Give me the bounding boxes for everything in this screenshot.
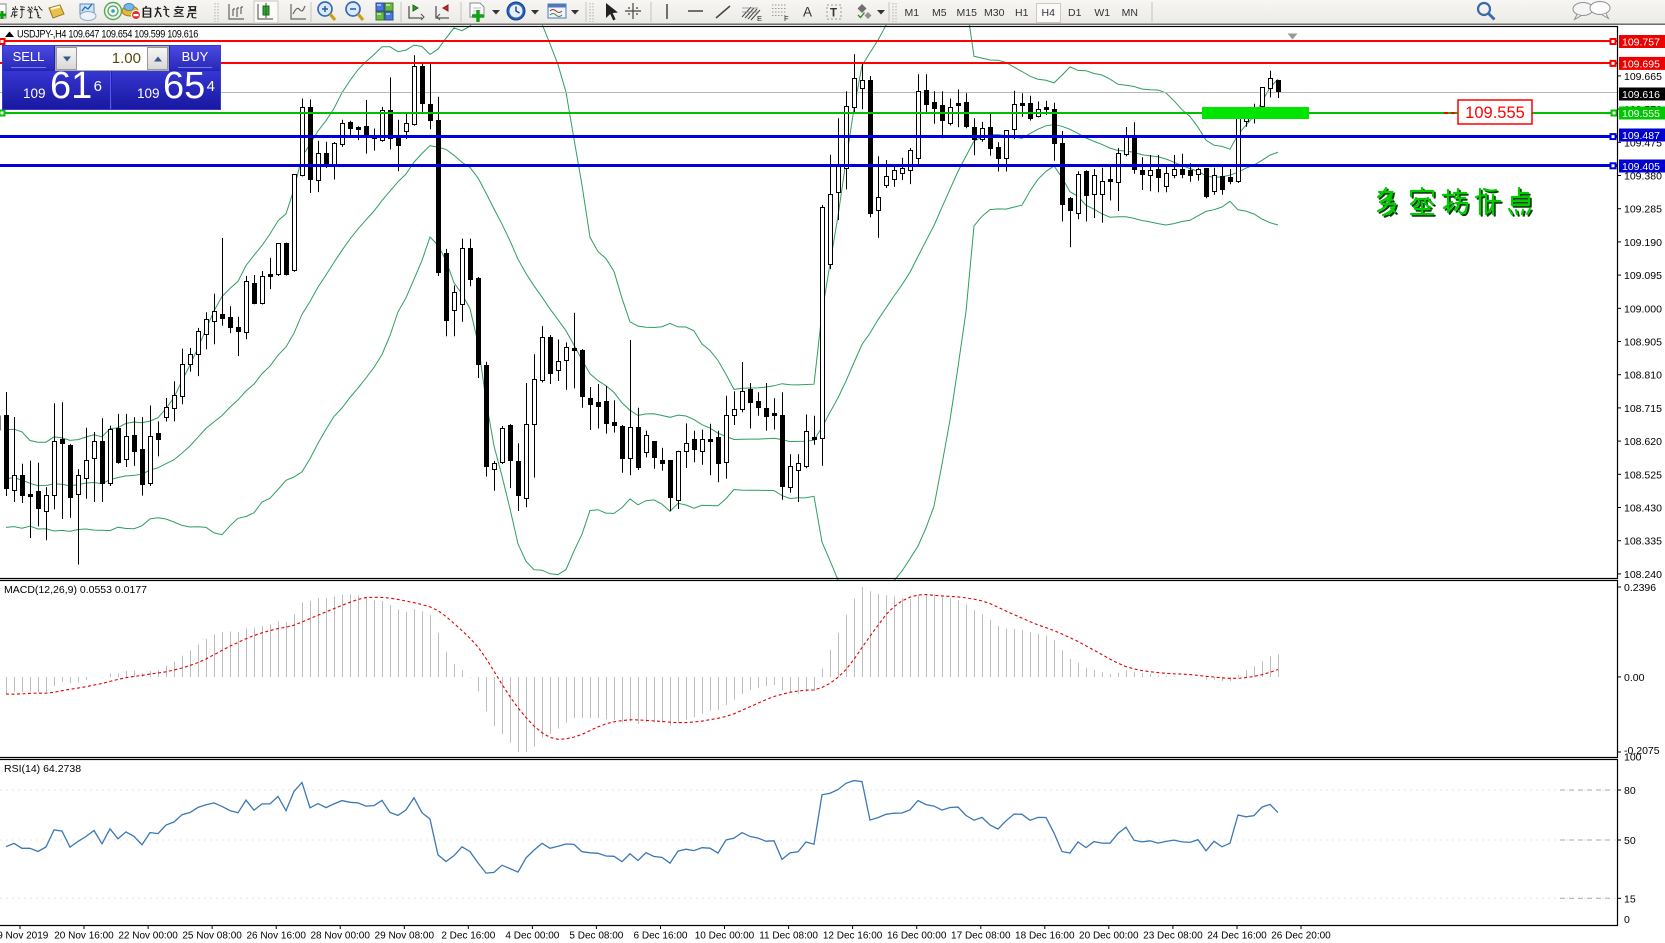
- svg-text:5 Dec 08:00: 5 Dec 08:00: [569, 931, 623, 942]
- svg-text:109.000: 109.000: [1624, 303, 1662, 315]
- svg-text:109.555: 109.555: [1465, 104, 1525, 122]
- svg-text:0: 0: [1624, 914, 1630, 926]
- svg-text:24 Dec 16:00: 24 Dec 16:00: [1207, 931, 1267, 942]
- svg-text:23 Dec 08:00: 23 Dec 08:00: [1143, 931, 1203, 942]
- svg-text:6 Dec 16:00: 6 Dec 16:00: [634, 931, 688, 942]
- svg-text:109.095: 109.095: [1624, 270, 1662, 282]
- svg-text:109.190: 109.190: [1624, 237, 1662, 249]
- svg-text:-0.2075: -0.2075: [1624, 745, 1660, 757]
- svg-text:108.715: 108.715: [1624, 403, 1662, 415]
- svg-text:109.405: 109.405: [1622, 161, 1660, 173]
- svg-text:4 Dec 00:00: 4 Dec 00:00: [505, 931, 559, 942]
- svg-text:18 Dec 16:00: 18 Dec 16:00: [1015, 931, 1075, 942]
- svg-text:26 Nov 16:00: 26 Nov 16:00: [246, 931, 306, 942]
- svg-text:109.487: 109.487: [1622, 130, 1660, 142]
- svg-text:109.555: 109.555: [1622, 108, 1660, 120]
- svg-text:108.810: 108.810: [1624, 370, 1662, 382]
- svg-text:16 Dec 00:00: 16 Dec 00:00: [887, 931, 947, 942]
- svg-text:26 Dec 20:00: 26 Dec 20:00: [1271, 931, 1331, 942]
- svg-text:USDJPY-,H4 109.647 109.654 10: USDJPY-,H4 109.647 109.654 109.599 109.6…: [17, 29, 198, 41]
- svg-text:80: 80: [1624, 785, 1636, 797]
- svg-text:17 Dec 08:00: 17 Dec 08:00: [951, 931, 1011, 942]
- svg-text:108.525: 108.525: [1624, 469, 1662, 481]
- svg-text:108.335: 108.335: [1624, 536, 1662, 548]
- svg-text:E: E: [757, 14, 762, 23]
- svg-text:RSI(14) 64.2738: RSI(14) 64.2738: [4, 763, 81, 775]
- svg-text:11 Dec 08:00: 11 Dec 08:00: [759, 931, 818, 942]
- svg-text:50: 50: [1624, 835, 1636, 847]
- svg-text:0.00: 0.00: [1624, 672, 1645, 684]
- svg-text:109.380: 109.380: [1624, 171, 1662, 183]
- svg-text:109.695: 109.695: [1622, 58, 1660, 70]
- svg-text:2 Dec 16:00: 2 Dec 16:00: [441, 931, 495, 942]
- svg-text:12 Dec 16:00: 12 Dec 16:00: [823, 931, 883, 942]
- svg-text:100: 100: [1624, 752, 1642, 764]
- svg-text:109.665: 109.665: [1624, 71, 1662, 83]
- svg-text:25 Nov 08:00: 25 Nov 08:00: [182, 931, 242, 942]
- svg-text:108.240: 108.240: [1624, 569, 1662, 581]
- svg-text:20 Nov 16:00: 20 Nov 16:00: [54, 931, 114, 942]
- svg-text:15: 15: [1624, 893, 1636, 905]
- svg-text:A: A: [803, 5, 812, 20]
- svg-text:109.757: 109.757: [1622, 37, 1660, 49]
- svg-text:F: F: [784, 14, 789, 23]
- svg-text:MACD(12,26,9) 0.0553 0.0177: MACD(12,26,9) 0.0553 0.0177: [4, 584, 147, 596]
- svg-text:108.620: 108.620: [1624, 436, 1662, 448]
- svg-text:20 Dec 00:00: 20 Dec 00:00: [1079, 931, 1139, 942]
- svg-text:10 Dec 00:00: 10 Dec 00:00: [695, 931, 755, 942]
- svg-text:22 Nov 00:00: 22 Nov 00:00: [118, 931, 178, 942]
- svg-text:108.905: 108.905: [1624, 337, 1662, 349]
- svg-text:109.285: 109.285: [1624, 204, 1662, 216]
- svg-text:29 Nov 08:00: 29 Nov 08:00: [375, 931, 435, 942]
- svg-text:109.616: 109.616: [1622, 89, 1660, 101]
- svg-text:108.430: 108.430: [1624, 503, 1662, 515]
- svg-text:0.2396: 0.2396: [1624, 582, 1656, 594]
- svg-text:T: T: [830, 8, 837, 20]
- svg-text:28 Nov 00:00: 28 Nov 00:00: [310, 931, 370, 942]
- svg-text:19 Nov 2019: 19 Nov 2019: [0, 931, 49, 942]
